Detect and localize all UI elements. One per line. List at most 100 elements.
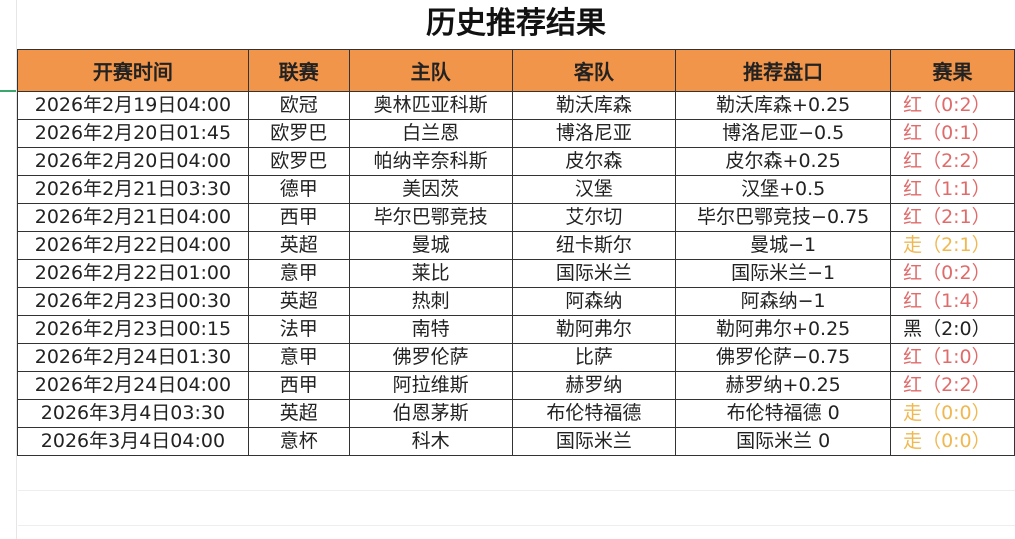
cell-result[interactable]: 红（2:1） [890,203,1015,232]
cell-league[interactable]: 欧冠 [247,91,350,120]
cell-time[interactable]: 2026年3月4日03:30 [17,399,249,428]
cell-pick[interactable]: 曼城−1 [675,231,892,260]
cell-home-team[interactable]: 南特 [348,315,513,344]
cell-pick[interactable]: 国际米兰 0 [675,427,892,456]
table-row: 2026年2月21日03:30 德甲 美因茨 汉堡 汉堡+0.5 红（1:1） [17,175,1015,204]
col-header-pick[interactable]: 推荐盘口 [675,49,892,92]
table-row: 2026年2月24日01:30 意甲 佛罗伦萨 比萨 佛罗伦萨−0.75 红（1:0） [17,343,1015,372]
table-row: 2026年2月19日04:00 欧冠 奥林匹亚科斯 勒沃库森 勒沃库森+0.25 红（0:… [17,91,1015,120]
cell-result[interactable]: 走（0:0） [890,427,1015,456]
cell-pick[interactable]: 佛罗伦萨−0.75 [675,343,892,372]
cell-result[interactable]: 走（2:1） [890,231,1015,260]
cell-home-team[interactable]: 奥林匹亚科斯 [348,91,513,120]
cell-result[interactable]: 红（1:4） [890,287,1015,316]
table-row: 2026年2月20日01:45 欧罗巴 白兰恩 博洛尼亚 博洛尼亚−0.5 红（0:1） [17,119,1015,148]
cell-league[interactable]: 意杯 [247,427,350,456]
cell-pick[interactable]: 勒沃库森+0.25 [675,91,892,120]
cell-time[interactable]: 2026年2月21日04:00 [17,203,249,232]
cell-result[interactable]: 红（0:2） [890,259,1015,288]
cell-home-team[interactable]: 毕尔巴鄂竞技 [348,203,513,232]
cell-time[interactable]: 2026年2月21日03:30 [17,175,249,204]
cell-time[interactable]: 2026年3月4日04:00 [17,427,249,456]
col-header-time[interactable]: 开赛时间 [17,49,249,92]
cell-pick[interactable]: 勒阿弗尔+0.25 [675,315,892,344]
cell-league[interactable]: 欧罗巴 [247,119,350,148]
cell-time[interactable]: 2026年2月24日04:00 [17,371,249,400]
cell-away-team[interactable]: 艾尔切 [511,203,677,232]
cell-away-team[interactable]: 布伦特福德 [511,399,677,428]
cell-time[interactable]: 2026年2月19日04:00 [17,91,249,120]
cell-result[interactable]: 红（1:1） [890,175,1015,204]
cell-away-team[interactable]: 博洛尼亚 [511,119,677,148]
cell-league[interactable]: 意甲 [247,259,350,288]
cell-pick[interactable]: 汉堡+0.5 [675,175,892,204]
cell-league[interactable]: 英超 [247,231,350,260]
cell-pick[interactable]: 布伦特福德 0 [675,399,892,428]
cell-result[interactable]: 走（0:0） [890,399,1015,428]
cell-league[interactable]: 法甲 [247,315,350,344]
cell-home-team[interactable]: 阿拉维斯 [348,371,513,400]
cell-away-team[interactable]: 国际米兰 [511,259,677,288]
table-row: 2026年2月20日04:00 欧罗巴 帕纳辛奈科斯 皮尔森 皮尔森+0.25 红（2:2… [17,147,1015,176]
cell-time[interactable]: 2026年2月23日00:15 [17,315,249,344]
cell-result[interactable]: 红（0:2） [890,91,1015,120]
cell-away-team[interactable]: 国际米兰 [511,427,677,456]
cell-league[interactable]: 英超 [247,399,350,428]
selected-row-indicator [0,90,16,92]
cell-away-team[interactable]: 比萨 [511,343,677,372]
cell-time[interactable]: 2026年2月22日04:00 [17,231,249,260]
table-row: 2026年3月4日03:30 英超 伯恩茅斯 布伦特福德 布伦特福德 0 走（0:0） [17,399,1015,428]
page-title: 历史推荐结果 [426,6,606,41]
cell-result[interactable]: 红（0:1） [890,119,1015,148]
cell-time[interactable]: 2026年2月20日04:00 [17,147,249,176]
table-row: 2026年2月24日04:00 西甲 阿拉维斯 赫罗纳 赫罗纳+0.25 红（2:2） [17,371,1015,400]
cell-pick[interactable]: 博洛尼亚−0.5 [675,119,892,148]
cell-time[interactable]: 2026年2月23日00:30 [17,287,249,316]
cell-pick[interactable]: 皮尔森+0.25 [675,147,892,176]
cell-result[interactable]: 红（1:0） [890,343,1015,372]
cell-time[interactable]: 2026年2月24日01:30 [17,343,249,372]
cell-away-team[interactable]: 纽卡斯尔 [511,231,677,260]
table-row: 2026年2月22日04:00 英超 曼城 纽卡斯尔 曼城−1 走（2:1） [17,231,1015,260]
cell-home-team[interactable]: 白兰恩 [348,119,513,148]
cell-home-team[interactable]: 美因茨 [348,175,513,204]
cell-league[interactable]: 西甲 [247,371,350,400]
cell-home-team[interactable]: 科木 [348,427,513,456]
cell-time[interactable]: 2026年2月20日01:45 [17,119,249,148]
cell-away-team[interactable]: 勒阿弗尔 [511,315,677,344]
cell-league[interactable]: 英超 [247,287,350,316]
cell-pick[interactable]: 国际米兰−1 [675,259,892,288]
cell-away-team[interactable]: 皮尔森 [511,147,677,176]
cell-result[interactable]: 红（2:2） [890,147,1015,176]
cell-league[interactable]: 欧罗巴 [247,147,350,176]
col-header-away[interactable]: 客队 [511,49,677,92]
table-row: 2026年3月4日04:00 意杯 科木 国际米兰 国际米兰 0 走（0:0） [17,427,1015,456]
col-header-home[interactable]: 主队 [348,49,513,92]
cell-away-team[interactable]: 汉堡 [511,175,677,204]
cell-league[interactable]: 西甲 [247,203,350,232]
cell-result[interactable]: 红（2:2） [890,371,1015,400]
cell-pick[interactable]: 阿森纳−1 [675,287,892,316]
cell-away-team[interactable]: 勒沃库森 [511,91,677,120]
table-row: 2026年2月23日00:15 法甲 南特 勒阿弗尔 勒阿弗尔+0.25 黑（2:0） [17,315,1015,344]
cell-league[interactable]: 意甲 [247,343,350,372]
cell-pick[interactable]: 毕尔巴鄂竞技−0.75 [675,203,892,232]
cell-home-team[interactable]: 佛罗伦萨 [348,343,513,372]
cell-result[interactable]: 黑（2:0） [890,315,1015,344]
cell-home-team[interactable]: 帕纳辛奈科斯 [348,147,513,176]
cell-home-team[interactable]: 曼城 [348,231,513,260]
cell-away-team[interactable]: 阿森纳 [511,287,677,316]
cell-league[interactable]: 德甲 [247,175,350,204]
cell-time[interactable]: 2026年2月22日01:00 [17,259,249,288]
results-table: 开赛时间 联赛 主队 客队 推荐盘口 赛果 2026年2月19日04:00 欧冠奥… [17,49,1015,526]
cell-away-team[interactable]: 赫罗纳 [511,371,677,400]
cell-pick[interactable]: 赫罗纳+0.25 [675,371,892,400]
table-row: 2026年2月22日01:00 意甲 莱比 国际米兰 国际米兰−1 红（0:2） [17,259,1015,288]
col-header-league[interactable]: 联赛 [247,49,350,92]
table-row: 2026年2月21日04:00 西甲 毕尔巴鄂竞技 艾尔切 毕尔巴鄂竞技−0.75 红（2… [17,203,1015,232]
col-header-result[interactable]: 赛果 [890,49,1015,92]
header-row: 开赛时间 联赛 主队 客队 推荐盘口 赛果 [17,49,1015,92]
cell-home-team[interactable]: 伯恩茅斯 [348,399,513,428]
cell-home-team[interactable]: 热刺 [348,287,513,316]
cell-home-team[interactable]: 莱比 [348,259,513,288]
